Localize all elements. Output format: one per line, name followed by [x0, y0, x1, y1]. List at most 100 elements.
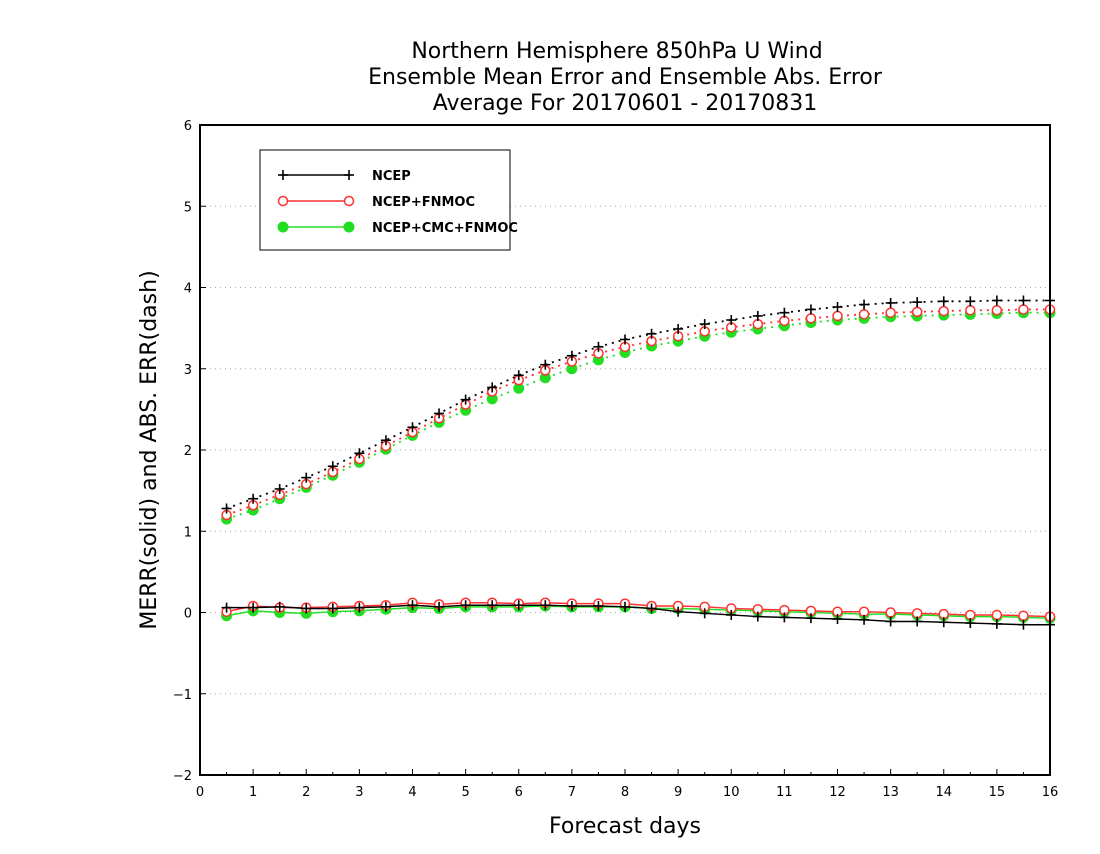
x-tick-label: 5 — [461, 785, 469, 800]
x-tick-label: 4 — [408, 785, 416, 800]
x-tick-label: 13 — [882, 785, 899, 800]
abs-err-point — [965, 305, 976, 316]
y-axis-label: MERR(solid) and ABS. ERR(dash) — [137, 270, 162, 629]
mean-err-point — [327, 603, 338, 614]
x-tick-label: 3 — [355, 785, 363, 800]
abs-err-point — [965, 296, 976, 307]
mean-err-point — [991, 618, 1002, 629]
mean-err-point — [1018, 619, 1029, 630]
x-tick-label: 12 — [829, 785, 846, 800]
abs-err-point — [673, 323, 684, 334]
abs-err-line — [226, 311, 1050, 520]
gridlines — [200, 205, 1050, 695]
abs-err-point — [752, 310, 763, 321]
x-tick-label: 11 — [776, 785, 793, 800]
mean-err-point — [1018, 610, 1029, 621]
mean-err-point — [752, 611, 763, 622]
y-tick-label: 1 — [184, 525, 192, 540]
mean-err-point — [380, 601, 391, 612]
y-tick-label: 4 — [184, 282, 192, 297]
abs-err-point — [221, 503, 232, 514]
abs-err-point — [858, 309, 870, 320]
mean-err-point — [434, 601, 445, 612]
abs-err-point — [407, 422, 418, 433]
mean-err-point — [859, 614, 870, 625]
legend-item-ncep-cmc-fnmoc: NCEP+CMC+FNMOC — [277, 221, 518, 236]
mean-err-point — [699, 608, 710, 619]
title-line-2: Ensemble Mean Error and Ensemble Abs. Er… — [368, 65, 883, 90]
x-tick-label: 14 — [935, 785, 952, 800]
y-tick-label: 3 — [184, 363, 192, 378]
abs-err-point — [566, 350, 577, 361]
title-line-3: Average For 20170601 - 20170831 — [433, 91, 818, 116]
mean-err-point — [805, 613, 816, 624]
y-tick-label: 6 — [184, 119, 192, 134]
legend: NCEP NCEP+FNMOC NCEP+CMC+FNMOC — [259, 149, 518, 251]
x-tick-label: 0 — [196, 785, 204, 800]
x-tick-label: 1 — [249, 785, 257, 800]
x-tick-label: 2 — [302, 785, 310, 800]
mean-err-point — [726, 609, 737, 620]
x-tick-label: 15 — [989, 785, 1006, 800]
legend-box — [259, 149, 511, 251]
series-ncep — [221, 295, 1055, 630]
mean-err-point — [620, 601, 630, 612]
abs-err-point — [699, 319, 710, 330]
legend-marker — [277, 195, 289, 207]
abs-err-point — [1018, 304, 1029, 315]
abs-err-point — [1018, 295, 1029, 306]
abs-err-point — [248, 493, 259, 504]
abs-err-point — [859, 299, 870, 310]
y-tick-label: 0 — [184, 607, 192, 622]
legend-item-ncep: NCEP — [278, 169, 411, 184]
mean-err-point — [646, 603, 657, 614]
x-tick-label: 6 — [515, 785, 523, 800]
mean-err-point — [938, 617, 949, 628]
abs-err-line — [226, 299, 1050, 510]
abs-err-line — [226, 308, 1050, 516]
legend-marker — [278, 170, 288, 180]
mean-err-point — [593, 601, 604, 611]
abs-err-point — [885, 307, 896, 318]
abs-err-point — [593, 341, 604, 352]
abs-err-point — [354, 448, 365, 459]
abs-err-point — [513, 370, 524, 381]
legend-label: NCEP — [372, 169, 411, 184]
abs-err-point — [301, 472, 312, 483]
x-tick-label: 10 — [723, 785, 740, 800]
abs-err-point — [938, 296, 949, 307]
mean-err-point — [912, 616, 923, 627]
legend-marker — [344, 170, 354, 180]
abs-err-point — [327, 461, 338, 472]
chart-title: Northern Hemisphere 850hPa U Wind Ensemb… — [368, 39, 883, 116]
mean-err-point — [301, 603, 312, 614]
abs-err-point — [991, 305, 1003, 316]
x-tick-label: 7 — [568, 785, 576, 800]
x-tick-label: 16 — [1042, 785, 1059, 800]
mean-err-point — [965, 618, 976, 629]
legend-label: NCEP+CMC+FNMOC — [372, 221, 518, 236]
legend-item-ncep-fnmoc: NCEP+FNMOC — [277, 195, 475, 210]
mean-err-point — [566, 601, 577, 611]
abs-err-point — [779, 307, 790, 318]
legend-label: NCEP+FNMOC — [372, 195, 475, 210]
legend-marker — [343, 221, 355, 233]
mean-err-point — [248, 602, 259, 613]
abs-err-point — [726, 315, 737, 325]
y-axis-ticks: −2 −1 0 1 2 3 4 5 6 — [173, 119, 206, 784]
mean-err-point — [832, 614, 843, 624]
mean-err-point — [673, 606, 684, 617]
abs-err-point — [885, 297, 896, 308]
mean-err-point — [885, 616, 896, 627]
abs-err-point — [274, 484, 285, 494]
abs-err-point — [911, 306, 923, 318]
title-line-1: Northern Hemisphere 850hPa U Wind — [411, 39, 822, 64]
y-tick-label: 5 — [184, 200, 192, 215]
mean-err-point — [460, 600, 471, 611]
abs-err-point — [380, 435, 391, 446]
x-axis-label: Forecast days — [549, 814, 701, 839]
abs-err-point — [460, 394, 471, 405]
mean-err-point — [779, 612, 790, 623]
